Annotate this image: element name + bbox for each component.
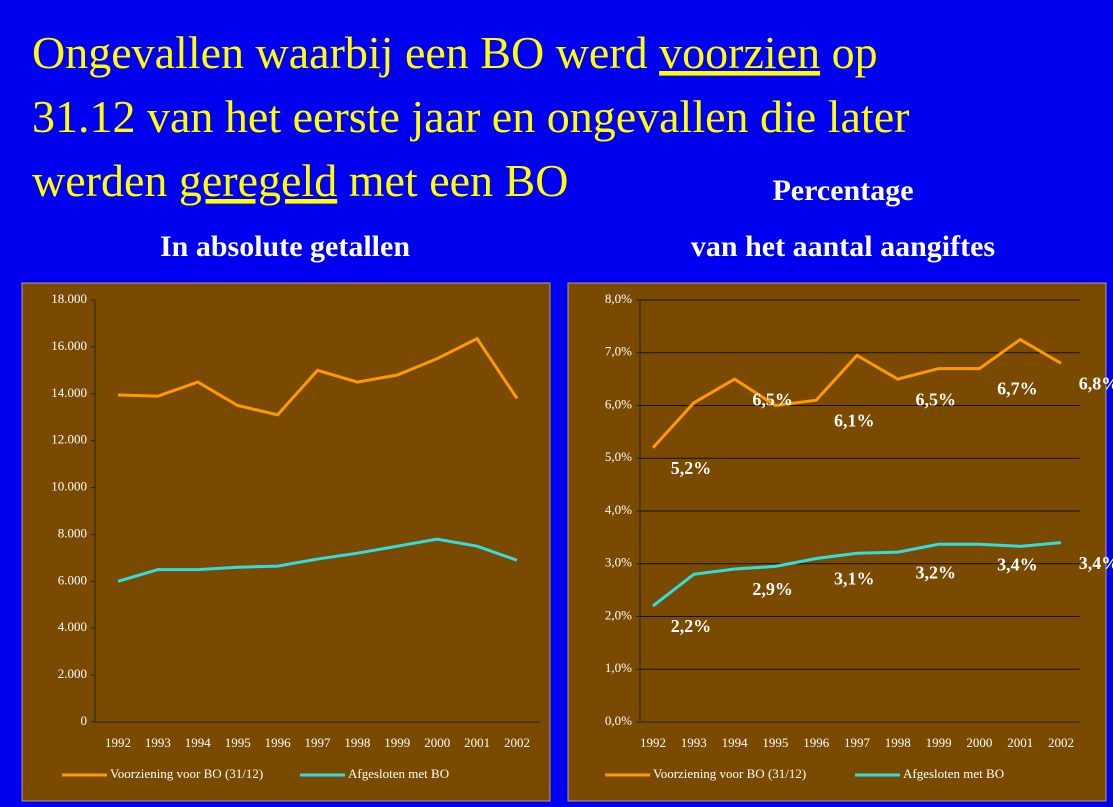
y-tick-label: 8.000 [58,525,87,540]
y-tick-label: 6.000 [58,572,87,587]
data-label: 3,1% [834,569,875,589]
title-line: Ongevallen waarbij een BO werd voorzien … [32,27,878,78]
chart-title: van het aantal aangiftes [691,230,995,263]
y-tick-label: 8,0% [605,291,632,306]
y-tick-label: 12.000 [51,432,87,447]
series-line [651,337,1062,449]
y-tick-label: 7,0% [605,344,632,359]
y-tick-label: 0,0% [605,713,632,728]
data-label: 3,4% [1079,553,1113,573]
y-tick-label: 4.000 [58,619,87,634]
data-label: 6,1% [834,410,875,430]
x-tick-label: 1999 [384,735,410,750]
x-tick-label: 1999 [926,735,952,750]
x-tick-label: 1998 [885,735,911,750]
x-tick-label: 1997 [305,735,332,750]
y-tick-label: 5,0% [605,449,632,464]
x-tick-label: 2001 [464,735,490,750]
y-tick-label: 4,0% [605,502,632,517]
data-label: 6,5% [916,389,957,409]
series-line [117,336,519,417]
x-tick-label: 1993 [145,735,171,750]
y-tick-label: 14.000 [51,385,87,400]
x-tick-label: 1995 [225,735,251,750]
y-tick-label: 3,0% [605,555,632,570]
series-line [117,537,518,583]
legend-label: Voorziening voor BO (31/12) [110,766,263,781]
data-label: 3,4% [997,554,1038,574]
y-tick-label: 16.000 [51,338,87,353]
y-tick-label: 6,0% [605,396,632,411]
x-tick-label: 1993 [681,735,707,750]
y-tick-label: 0 [81,713,88,728]
title-text: 31.12 van het eerste jaar en ongevallen … [32,91,909,142]
title-text: met een BO [337,155,568,206]
x-tick-label: 1996 [265,735,292,750]
x-tick-label: 1994 [185,735,212,750]
legend-label: Afgesloten met BO [348,766,449,781]
x-tick-label: 2000 [424,735,450,750]
title-text: voorzien [659,27,820,78]
y-tick-label: 1,0% [605,660,632,675]
x-tick-label: 1992 [640,735,666,750]
data-label: 6,7% [997,379,1038,399]
data-label: 3,2% [916,562,957,582]
series-line [652,541,1062,608]
title-text: op [820,27,878,78]
title-text: geregeld [179,155,337,206]
title-text: Ongevallen waarbij een BO werd [32,27,659,78]
chart-title: In absolute getallen [160,230,410,263]
title-text: werden [32,155,179,206]
x-tick-label: 1992 [105,735,131,750]
y-tick-label: 2.000 [58,666,87,681]
data-label: 5,2% [671,458,712,478]
title-line: 31.12 van het eerste jaar en ongevallen … [32,91,909,142]
y-tick-label: 2,0% [605,607,632,622]
data-label: 2,9% [752,579,793,599]
x-tick-label: 2000 [966,735,992,750]
x-tick-label: 1994 [722,735,749,750]
x-tick-label: 1995 [762,735,788,750]
x-tick-label: 2002 [504,735,530,750]
data-label: 6,5% [752,389,793,409]
y-tick-label: 18.000 [51,291,87,306]
x-tick-label: 1996 [803,735,830,750]
chart-title: Percentage [772,174,913,207]
x-tick-label: 1998 [344,735,370,750]
chart-panel [567,282,1107,802]
legend-label: Afgesloten met BO [903,766,1004,781]
chart-panel [21,282,551,802]
title-line: werden geregeld met een BO [32,155,568,206]
y-tick-label: 10.000 [51,479,87,494]
data-label: 6,8% [1079,373,1113,393]
x-tick-label: 2002 [1048,735,1074,750]
x-tick-label: 1997 [844,735,871,750]
data-label: 2,2% [671,616,712,636]
legend-label: Voorziening voor BO (31/12) [653,766,806,781]
x-tick-label: 2001 [1007,735,1033,750]
